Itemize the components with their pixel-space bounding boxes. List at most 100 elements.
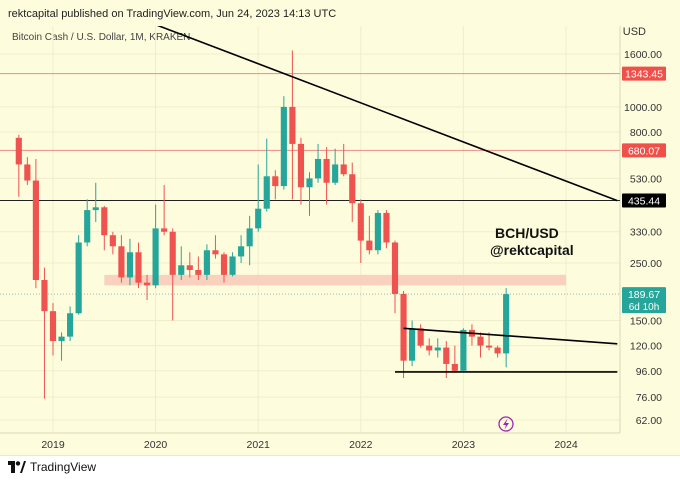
candle-body — [503, 294, 510, 354]
y-axis: 1600.00 1000.00 800.00 530.00 330.00 250.00 15… — [624, 49, 662, 427]
x-axis: 2019 2020 2021 2022 2023 2024 — [41, 439, 578, 451]
candle-body — [263, 176, 270, 209]
candle-body — [32, 180, 39, 280]
candle-body — [118, 246, 125, 278]
trendline — [403, 327, 618, 345]
candle-body — [109, 235, 116, 247]
price-label-text: 1343.45 — [625, 69, 663, 81]
lightning-icon[interactable] — [498, 416, 514, 432]
candle-body — [391, 242, 399, 294]
candle-body — [203, 250, 210, 275]
y-tick-label: 150.00 — [630, 316, 662, 328]
candle-body — [92, 207, 99, 211]
candle-body — [451, 363, 458, 371]
candle-body — [409, 328, 416, 361]
candle-body — [229, 256, 236, 275]
y-tick-label: 330.00 — [630, 227, 662, 239]
candle-body — [477, 336, 484, 346]
candle-body — [280, 106, 287, 187]
watermark-symbol: BCH/USD — [495, 225, 559, 241]
candle-body — [195, 269, 202, 275]
candle-body — [49, 311, 57, 342]
header-bar: rektcapital published on TradingView.com… — [0, 0, 680, 26]
candle-body — [186, 265, 193, 270]
candle-body — [417, 328, 424, 346]
current-price-box — [622, 287, 666, 314]
candle-body — [238, 246, 245, 257]
candle-body — [75, 242, 82, 314]
price-label-box — [622, 193, 666, 208]
candle-body — [374, 212, 381, 251]
candle-body — [383, 212, 390, 243]
candle-body — [357, 203, 364, 241]
candle-body — [246, 228, 253, 247]
trendlines — [156, 26, 618, 373]
x-tick-label: 2021 — [247, 439, 271, 451]
y-tick-label: 250.00 — [630, 258, 662, 270]
y-tick-label: 62.00 — [636, 415, 662, 427]
candle-body — [15, 137, 22, 165]
candle-body — [340, 164, 347, 175]
watermark-author: @rektcapital — [490, 242, 574, 258]
candle-body — [152, 228, 159, 286]
candle-body — [349, 174, 356, 204]
tradingview-brand: TradingView — [30, 460, 97, 474]
candles — [15, 50, 510, 399]
price-label-box — [622, 143, 666, 158]
candle-body — [485, 345, 493, 348]
candle-body — [460, 329, 467, 371]
current-price-countdown: 6d 10h — [629, 302, 660, 313]
candle-body — [272, 176, 279, 187]
tradingview-icon — [8, 461, 26, 473]
current-price-text: 189.67 — [628, 289, 660, 301]
candle-body — [426, 345, 433, 351]
candle-body — [297, 143, 305, 188]
candle-body — [101, 207, 108, 236]
price-label-box — [622, 66, 666, 81]
candle-body — [41, 279, 48, 312]
y-tick-label: 120.00 — [630, 341, 662, 353]
y-tick-label: 800.00 — [630, 127, 662, 139]
candle-body — [135, 252, 142, 283]
price-label-text: 435.44 — [628, 196, 660, 208]
footer-bar — [0, 455, 680, 482]
y-tick-label: 96.00 — [636, 366, 662, 378]
candle-body — [332, 164, 339, 183]
candle-body — [434, 347, 441, 351]
candle-body — [255, 208, 262, 229]
candle-body — [169, 231, 176, 275]
y-tick-label: 1600.00 — [624, 49, 662, 61]
x-tick-label: 2024 — [554, 439, 578, 451]
candle-body — [126, 252, 134, 278]
chart-title: Bitcoin Cash / U.S. Dollar, 1M, KRAKEN — [12, 32, 191, 43]
candle-body — [84, 210, 91, 243]
x-tick-label: 2019 — [41, 439, 65, 451]
candle-body — [443, 347, 450, 364]
trendline — [156, 26, 618, 202]
candle-body — [143, 282, 151, 286]
candle-body — [67, 313, 74, 337]
support-zone-rect — [104, 274, 567, 286]
candle-body — [220, 254, 228, 275]
candle-body — [58, 336, 65, 342]
x-tick-label: 2020 — [144, 439, 168, 451]
candle-body — [314, 158, 322, 179]
candle-body — [400, 293, 407, 361]
candle-body — [178, 265, 185, 275]
candle-body — [306, 178, 313, 188]
x-tick-label: 2023 — [452, 439, 476, 451]
currency-label: USD — [622, 26, 646, 38]
support-zone — [104, 274, 567, 286]
candle-body — [494, 347, 501, 354]
candle-body — [323, 158, 330, 183]
y-tick-label: 76.00 — [636, 392, 662, 404]
candle-body — [212, 250, 219, 255]
candle-body — [366, 240, 373, 251]
tradingview-logo[interactable]: TradingView — [8, 459, 96, 475]
candle-body — [161, 228, 168, 232]
candle-body — [24, 164, 31, 181]
price-label-text: 680.07 — [628, 145, 660, 157]
x-tick-label: 2022 — [349, 439, 373, 451]
